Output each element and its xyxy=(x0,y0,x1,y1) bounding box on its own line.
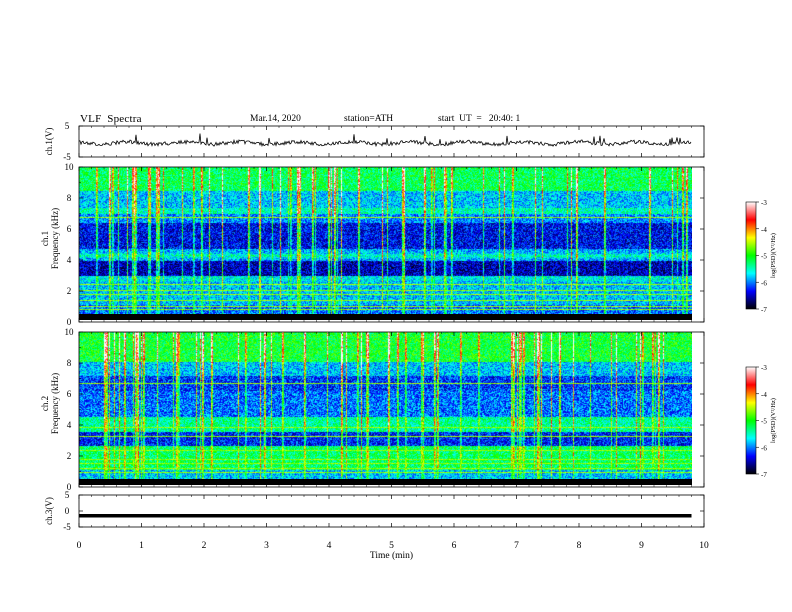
ch1-spectrogram-ytick-label: 10 xyxy=(65,162,75,172)
x-tick-label: 8 xyxy=(577,541,582,551)
ch2-spectrogram-ytick-label: 10 xyxy=(65,327,75,337)
ch1-spectrogram-ytick-label: 4 xyxy=(67,255,72,265)
ch1-spectrogram-ytick-label: 0 xyxy=(67,317,72,327)
ch1-spectrogram-cb-tick-label: -7 xyxy=(761,306,767,314)
station-label: station=ATH xyxy=(344,114,394,124)
ch1-spectrogram-ytick-label: 2 xyxy=(67,286,72,296)
ch2-spectrogram-cb-label: log(PSD)(V²/Hz) xyxy=(770,398,777,443)
ch1-ytick-label: 5 xyxy=(65,121,70,131)
ch1-spectrogram-ytick-label: 8 xyxy=(67,193,72,203)
ch2-spectrogram-colorbar xyxy=(745,366,757,475)
ch3-ylabel: ch.3(V) xyxy=(44,497,54,525)
ch2-spectrogram-cb-tick-label: -4 xyxy=(761,391,767,399)
ch1-ytick-label: -5 xyxy=(63,152,71,162)
ch2-spectrogram-ytick-label: 8 xyxy=(67,358,72,368)
ch1-ylabel: ch.1(V) xyxy=(44,128,54,156)
ch2-spectrogram-cb-tick-label: -3 xyxy=(761,364,767,372)
ch1-spectrogram-ytick-label: 6 xyxy=(67,224,72,234)
start-time-label: start UT = 20:40: 1 xyxy=(438,114,521,124)
x-tick-label: 5 xyxy=(389,541,394,551)
x-tick-label: 3 xyxy=(264,541,269,551)
ch2-spectrogram-cb-tick-label: -5 xyxy=(761,418,767,426)
ch1-frame xyxy=(78,125,705,158)
ch2-spectrogram-baseline-band xyxy=(79,479,692,485)
ch1-trace xyxy=(78,133,692,148)
ch2-spectrogram-cb-tick-label: -6 xyxy=(761,444,767,452)
date-label: Mar.14, 2020 xyxy=(250,114,301,124)
ch3-ytick-label: 5 xyxy=(65,490,70,500)
x-tick-label: 1 xyxy=(139,541,144,551)
x-tick-label: 4 xyxy=(327,541,332,551)
ch1-spectrogram-baseline-band xyxy=(79,314,692,320)
ch1-spectrogram-cb-tick-label: -5 xyxy=(761,253,767,261)
ch1-spectrogram-cb-label: log(PSD)(V²/Hz) xyxy=(770,233,777,278)
ch2-spectrogram-ytick-label: 2 xyxy=(67,451,72,461)
chart-title: VLF Spectra xyxy=(80,113,142,125)
x-axis-label: Time (min) xyxy=(370,550,413,561)
x-tick-label: 10 xyxy=(699,541,709,551)
ch1-spectrogram-image xyxy=(79,167,692,314)
ch2-spectrogram-cb-tick-label: -7 xyxy=(761,471,767,479)
ch1-spectrogram-colorbar xyxy=(745,201,757,310)
ch2-spectrogram-image xyxy=(79,332,692,479)
ch3-ytick-label: -5 xyxy=(63,522,71,532)
ch2-spectrogram-ytick-label: 0 xyxy=(67,482,72,492)
x-tick-label: 0 xyxy=(77,541,82,551)
x-tick-label: 2 xyxy=(202,541,207,551)
ch1-spectrogram-cb-tick-label: -6 xyxy=(761,279,767,287)
ch1-spectrogram-ylabel: ch.1Frequency (kHz) xyxy=(40,208,60,269)
ch2-spectrogram-ylabel: ch.2Frequency (kHz) xyxy=(40,373,60,434)
ch2-spectrogram-ytick-label: 4 xyxy=(67,420,72,430)
x-tick-label: 9 xyxy=(639,541,644,551)
ch2-spectrogram-ytick-label: 6 xyxy=(67,389,72,399)
ch1-spectrogram-cb-tick-label: -3 xyxy=(761,199,767,207)
ch3-frame xyxy=(78,494,705,528)
x-tick-label: 7 xyxy=(514,541,519,551)
ch1-spectrogram-cb-tick-label: -4 xyxy=(761,226,767,234)
ch3-ytick-label: 0 xyxy=(65,506,70,516)
x-tick-label: 6 xyxy=(452,541,457,551)
